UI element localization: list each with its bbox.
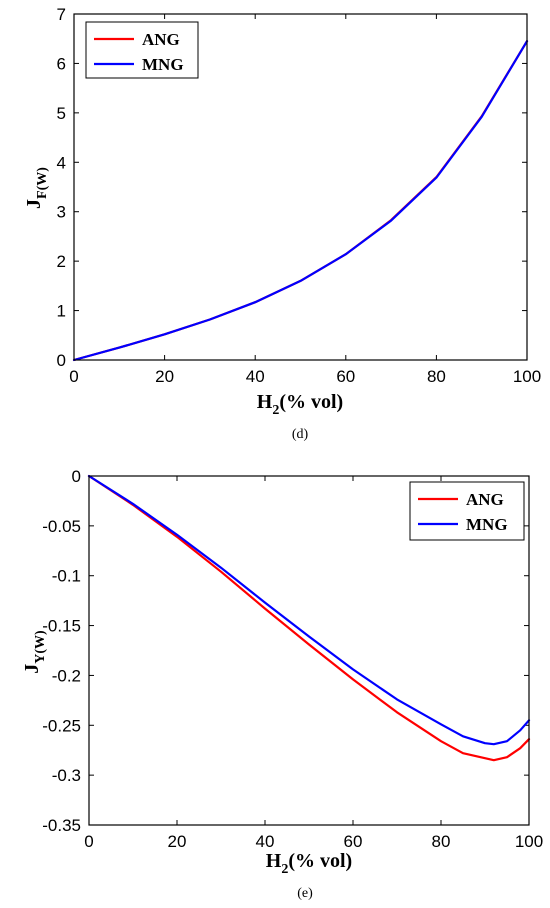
- chart-e-legend-label-ang: ANG: [466, 490, 504, 509]
- chart-d-xlabel: H2(% vol): [257, 391, 343, 418]
- chart-e-ytick-label: -0.05: [42, 517, 81, 536]
- chart-d-caption: (d): [292, 427, 309, 442]
- chart-d-frame: [73, 13, 528, 361]
- chart-e-legend-box: [409, 481, 525, 541]
- chart-e-ytick-label: -0.3: [52, 766, 81, 785]
- chart-d-ytick-label: 1: [57, 302, 66, 321]
- chart-d-legend-label-ang: ANG: [142, 30, 180, 49]
- chart-e-ytick-label: -0.35: [42, 816, 81, 835]
- chart-e: 0 20 40 60 80 100 0 -0.05 -0.1 -0.15 -0.2 -0.25 -0.3…: [21, 467, 543, 901]
- chart-d: 0 20 40 60 80 100 0 1 2 3 4 5 6 7 ANG MNG H2(% vol) (…: [23, 5, 541, 442]
- chart-d-xtick-label: 100: [513, 367, 541, 386]
- chart-e-xtick-label: 60: [344, 832, 363, 851]
- chart-e-caption: (e): [297, 886, 313, 901]
- chart-e-ylabel: JY(W): [21, 630, 48, 674]
- chart-d-xtick-label: 60: [336, 367, 355, 386]
- chart-d-xtick-label: 40: [246, 367, 265, 386]
- chart-e-xtick-label: 100: [515, 832, 543, 851]
- chart-e-legend: ANG MNG: [409, 481, 525, 541]
- chart-d-ylabel: JF(W): [23, 167, 50, 209]
- chart-e-series-mng: [87, 474, 531, 746]
- chart-d-legend: ANG MNG: [85, 21, 199, 79]
- chart-d-ytick-label: 2: [57, 252, 66, 271]
- chart-e-xtick-label: 0: [84, 832, 93, 851]
- chart-d-xtick-label: 0: [69, 367, 78, 386]
- chart-e-ytick-label: -0.15: [42, 617, 81, 636]
- chart-d-xtick-label: 80: [427, 367, 446, 386]
- chart-d-xtick-label: 20: [155, 367, 174, 386]
- chart-d-ytick-label: 0: [57, 351, 66, 370]
- chart-e-xtick-label: 40: [256, 832, 275, 851]
- chart-e-frame: [88, 475, 530, 826]
- chart-d-legend-box: [85, 21, 199, 79]
- chart-e-ytick-label: -0.2: [52, 666, 81, 685]
- chart-d-series-ang: [72, 40, 529, 362]
- chart-d-ytick-label: 7: [57, 5, 66, 24]
- chart-e-xtick-label: 20: [168, 832, 187, 851]
- chart-e-xlabel: H2(% vol): [266, 850, 352, 877]
- chart-e-ytick-label: -0.1: [52, 567, 81, 586]
- chart-e-ytick-label: 0: [72, 467, 81, 486]
- chart-d-ytick-label: 6: [57, 54, 66, 73]
- chart-e-xtick-label: 80: [432, 832, 451, 851]
- chart-d-ytick-label: 5: [57, 104, 66, 123]
- chart-e-series-ang: [87, 474, 531, 762]
- chart-d-ytick-label: 4: [57, 153, 66, 172]
- chart-e-legend-label-mng: MNG: [466, 515, 508, 534]
- chart-e-ytick-label: -0.25: [42, 716, 81, 735]
- chart-d-series-mng: [72, 40, 529, 362]
- chart-d-legend-label-mng: MNG: [142, 55, 184, 74]
- chart-d-ytick-label: 3: [57, 203, 66, 222]
